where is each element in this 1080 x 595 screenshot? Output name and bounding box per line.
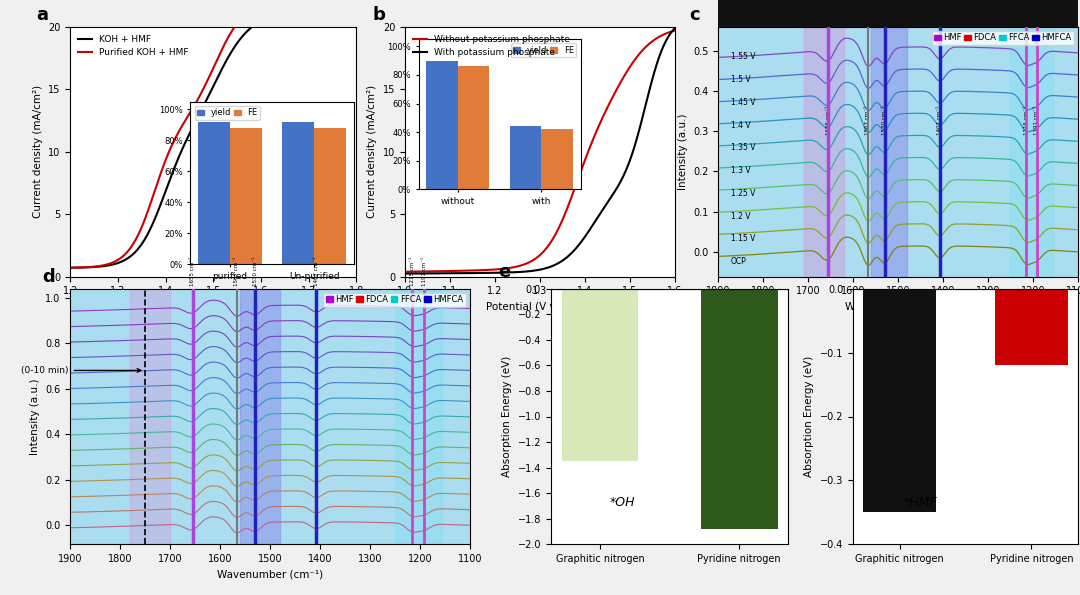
X-axis label: Wavenumber (cm⁻¹): Wavenumber (cm⁻¹)	[845, 302, 951, 312]
Text: 1.15 V: 1.15 V	[731, 234, 755, 243]
Bar	[240, 289, 280, 544]
Bar	[863, 289, 936, 512]
Text: 1191 cm⁻¹: 1191 cm⁻¹	[1035, 106, 1039, 136]
Text: 1.4 V: 1.4 V	[731, 121, 751, 130]
Text: 1407 cm⁻¹: 1407 cm⁻¹	[314, 257, 319, 286]
Bar	[395, 289, 443, 544]
Bar	[130, 289, 171, 544]
Bar	[1011, 27, 1053, 277]
Y-axis label: Intensity (a.u.): Intensity (a.u.)	[677, 114, 688, 190]
Bar	[562, 289, 638, 461]
Text: 1.25 V: 1.25 V	[731, 189, 755, 198]
Y-axis label: Current density (mA/cm²): Current density (mA/cm²)	[32, 85, 42, 218]
Legend: HMF, FDCA, FFCA, HMFCA: HMF, FDCA, FFCA, HMFCA	[932, 31, 1074, 45]
Text: 1407 cm⁻¹: 1407 cm⁻¹	[937, 106, 943, 136]
Bar	[804, 27, 845, 277]
Text: 1655 cm⁻¹: 1655 cm⁻¹	[190, 257, 195, 286]
Text: 1.45 V: 1.45 V	[731, 98, 755, 107]
Text: b: b	[373, 7, 386, 24]
Text: d: d	[42, 268, 55, 286]
Text: c: c	[689, 7, 700, 24]
X-axis label: Wavenumber (cm⁻¹): Wavenumber (cm⁻¹)	[217, 569, 323, 580]
Text: 1567 cm⁻¹: 1567 cm⁻¹	[234, 257, 239, 286]
Text: 1191 cm⁻¹: 1191 cm⁻¹	[422, 257, 427, 286]
Text: *HMF: *HMF	[904, 496, 937, 509]
Legend: KOH + HMF, Purified KOH + HMF: KOH + HMF, Purified KOH + HMF	[75, 32, 192, 61]
X-axis label: Potential (V vs. RHE): Potential (V vs. RHE)	[160, 302, 267, 312]
Legend: HMF, FDCA, FFCA, HMFCA: HMF, FDCA, FFCA, HMFCA	[324, 293, 465, 307]
Text: 1.3 V: 1.3 V	[731, 166, 751, 175]
Text: OCP: OCP	[731, 257, 746, 266]
Text: a: a	[36, 7, 48, 24]
Text: 1655 cm⁻¹: 1655 cm⁻¹	[826, 106, 831, 136]
Bar	[701, 289, 778, 529]
X-axis label: Potential (V vs. RHE): Potential (V vs. RHE)	[486, 302, 594, 312]
Text: e: e	[499, 263, 511, 281]
Y-axis label: Intensity (a.u.): Intensity (a.u.)	[29, 378, 40, 455]
Text: 1.35 V: 1.35 V	[731, 143, 755, 152]
Text: 1.55 V: 1.55 V	[731, 52, 755, 61]
Text: 1530 cm⁻¹: 1530 cm⁻¹	[882, 106, 887, 136]
Text: *OH: *OH	[609, 496, 635, 509]
Y-axis label: Current density (mA/cm²): Current density (mA/cm²)	[367, 85, 377, 218]
Text: 1567 cm⁻¹: 1567 cm⁻¹	[865, 106, 870, 136]
Legend: Without potassium phosphate, With potassium phosphate: Without potassium phosphate, With potass…	[409, 32, 573, 61]
Text: (0-10 min): (0-10 min)	[22, 366, 140, 375]
Text: 1530 cm⁻¹: 1530 cm⁻¹	[253, 257, 257, 286]
Bar	[872, 27, 907, 277]
Bar	[995, 289, 1068, 365]
Text: 1.2 V: 1.2 V	[731, 212, 751, 221]
Text: 1.5 V: 1.5 V	[731, 75, 751, 84]
Text: 1215 cm⁻¹: 1215 cm⁻¹	[1024, 106, 1028, 136]
Y-axis label: Absorption Energy (eV): Absorption Energy (eV)	[502, 356, 512, 477]
Text: 1215 cm⁻¹: 1215 cm⁻¹	[409, 257, 415, 286]
Y-axis label: Absorption Energy (eV): Absorption Energy (eV)	[805, 356, 814, 477]
